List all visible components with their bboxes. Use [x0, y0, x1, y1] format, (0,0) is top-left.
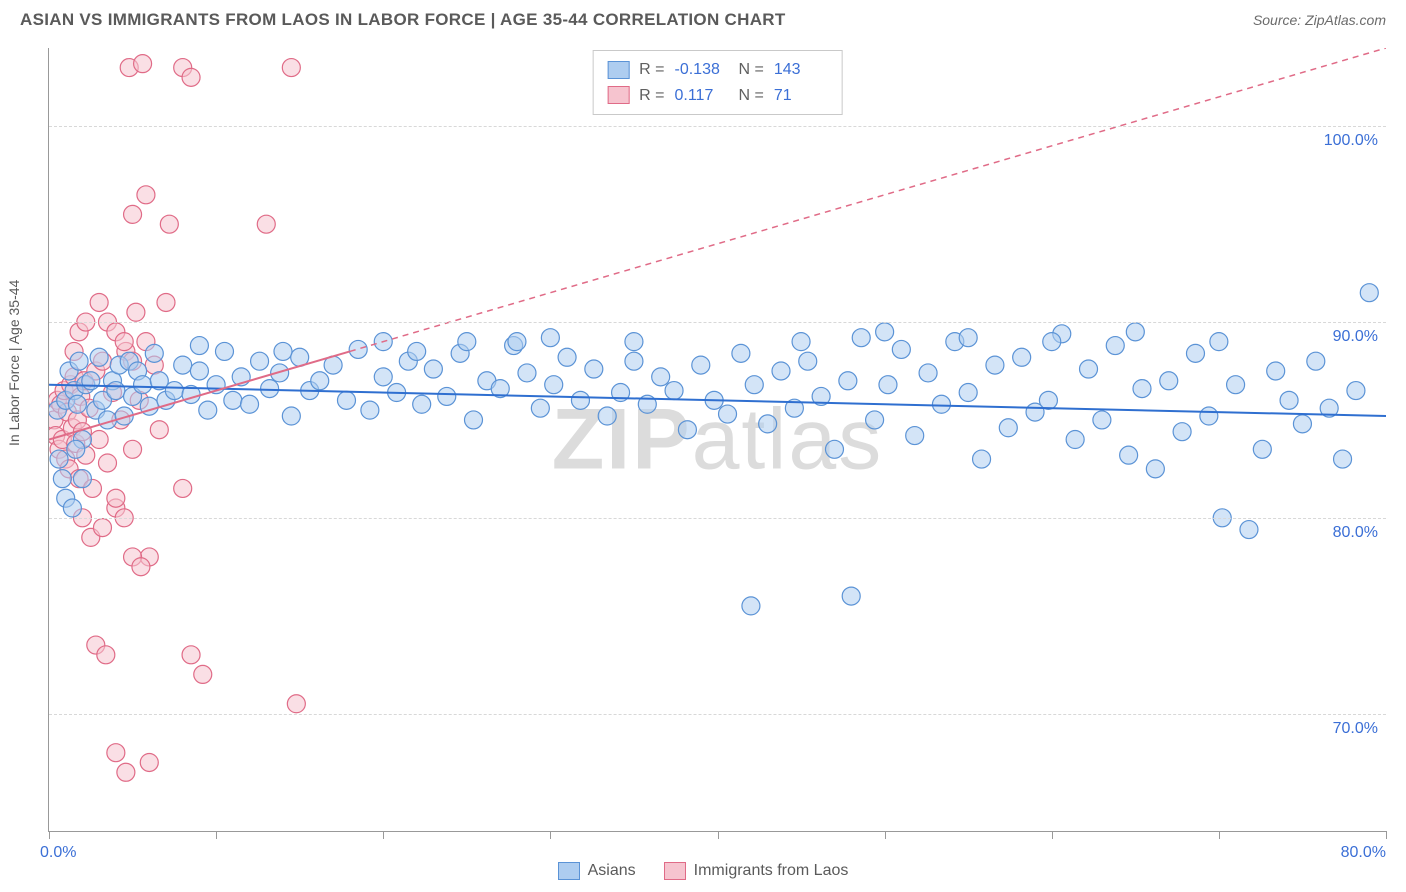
swatch-laos-icon: [664, 862, 686, 880]
footer-legend: Asians Immigrants from Laos: [0, 862, 1406, 880]
x-axis-min-label: 0.0%: [40, 844, 76, 862]
y-tick-label: 100.0%: [1324, 132, 1378, 150]
chart-title: ASIAN VS IMMIGRANTS FROM LAOS IN LABOR F…: [20, 10, 786, 30]
y-tick-label: 90.0%: [1333, 328, 1378, 346]
swatch-asians-icon: [558, 862, 580, 880]
y-tick-label: 70.0%: [1333, 720, 1378, 738]
source-label: Source: ZipAtlas.com: [1253, 12, 1386, 28]
y-tick-label: 80.0%: [1333, 524, 1378, 542]
chart-area: ZIPatlas R =-0.138 N =143 R =0.117 N =71…: [48, 48, 1386, 832]
plot-region: ZIPatlas R =-0.138 N =143 R =0.117 N =71…: [48, 48, 1386, 832]
y-axis-label: In Labor Force | Age 35-44: [6, 280, 22, 446]
x-axis-max-label: 80.0%: [1341, 844, 1386, 862]
legend-item-laos: Immigrants from Laos: [664, 862, 849, 880]
legend-item-asians: Asians: [558, 862, 636, 880]
